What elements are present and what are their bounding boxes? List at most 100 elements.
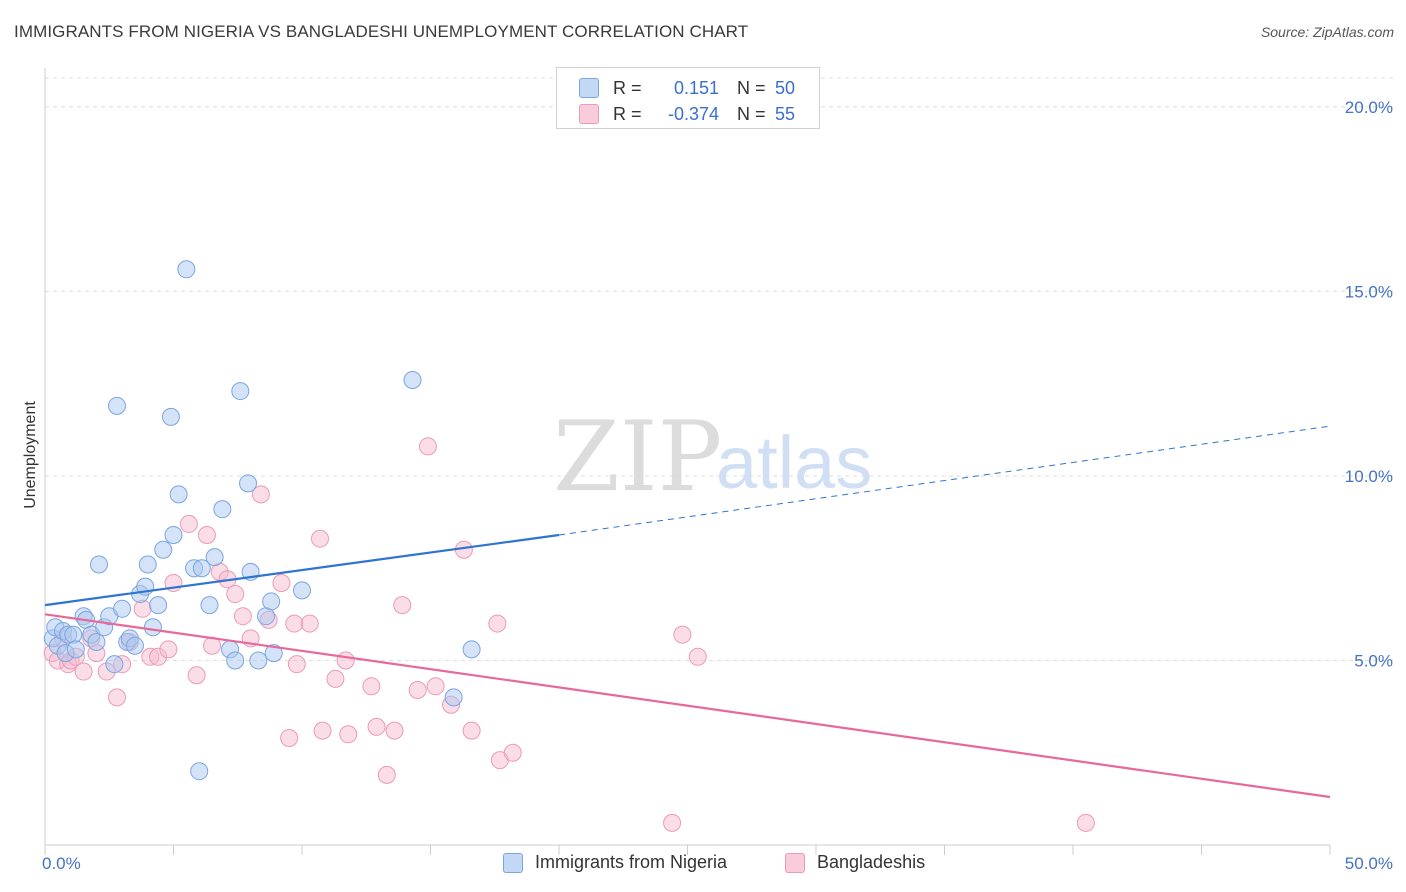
nigeria-point <box>149 596 168 615</box>
bangladeshis-point <box>426 677 445 696</box>
y-axis-label: Unemployment <box>22 401 39 509</box>
bangladeshis-point <box>393 596 412 615</box>
nigeria-point <box>192 559 211 578</box>
bangladeshis-point <box>197 526 216 544</box>
trend-lines <box>44 425 1331 799</box>
source-label: Source: ZipAtlas.com <box>1260 24 1394 40</box>
bangladeshis-point <box>74 662 93 681</box>
bangladeshis-point <box>187 666 206 685</box>
legend-row-bangladeshis: R = -0.374 N = 55 <box>579 102 795 126</box>
legend-label-nigeria: Immigrants from Nigeria <box>535 852 728 872</box>
bangladeshis-point <box>503 743 522 762</box>
bangladeshis-point <box>233 607 252 626</box>
nigeria-trend-line <box>44 533 560 607</box>
bangladeshis-point <box>310 529 329 548</box>
nigeria-point <box>231 382 250 401</box>
legend-item-nigeria: Immigrants from Nigeria <box>503 852 727 873</box>
nigeria-point <box>213 500 232 519</box>
y-tick-label: 5.0% <box>1354 651 1393 670</box>
nigeria-point <box>107 396 126 415</box>
bangladeshis-point <box>673 625 692 644</box>
bangladeshis-point <box>488 614 507 633</box>
nigeria-point <box>64 625 83 644</box>
nigeria-point <box>125 636 144 655</box>
bangladeshis-point <box>226 585 245 604</box>
legend-label-bangladeshis: Bangladeshis <box>817 852 926 872</box>
bangladeshis-point <box>107 688 126 707</box>
nigeria-point <box>200 596 219 615</box>
bangladeshis-point <box>418 437 437 456</box>
series-legend: Immigrants from Nigeria Bangladeshis <box>0 852 1406 878</box>
nigeria-point <box>462 640 481 659</box>
nigeria-points <box>43 260 481 781</box>
legend-n-value: 50 <box>775 77 796 98</box>
nigeria-point <box>143 618 162 637</box>
bangladeshis-point <box>362 677 381 696</box>
nigeria-point <box>89 555 108 574</box>
y-tick-label: 20.0% <box>1345 98 1393 117</box>
nigeria-point <box>169 485 188 504</box>
nigeria-point <box>154 540 173 559</box>
bangladeshis-point <box>377 765 396 784</box>
bangladeshis-point <box>285 614 304 633</box>
correlation-legend: R = 0.151 N = 50 R = -0.374 N = 55 <box>556 67 820 129</box>
nigeria-point <box>66 640 85 659</box>
bangladeshis-point <box>326 669 345 688</box>
bangladeshis-point <box>159 640 178 659</box>
nigeria-trend-extension <box>558 425 1331 536</box>
legend-swatch-blue <box>579 78 599 98</box>
x-tick-label: 50.0% <box>1345 854 1393 873</box>
nigeria-point <box>444 688 463 707</box>
nigeria-point <box>249 651 268 670</box>
bangladeshis-point <box>251 485 270 504</box>
y-tick-label: 10.0% <box>1345 467 1393 486</box>
legend-item-bangladeshis: Bangladeshis <box>785 852 925 873</box>
bangladeshis-point <box>272 573 291 592</box>
watermark: ZIP atlas <box>553 401 872 513</box>
bangladeshis-point <box>133 599 152 618</box>
legend-row-nigeria: R = 0.151 N = 50 <box>579 76 795 100</box>
nigeria-point <box>177 260 196 279</box>
axes <box>44 68 1331 855</box>
legend-swatch-pink <box>785 852 805 873</box>
watermark-atlas: atlas <box>716 421 872 504</box>
chart-title: IMMIGRANTS FROM NIGERIA VS BANGLADESHI U… <box>14 22 749 41</box>
legend-swatch-blue <box>503 852 523 873</box>
legend-r-label: R = <box>613 103 642 124</box>
nigeria-point <box>190 762 209 781</box>
bangladeshis-point <box>385 721 404 740</box>
legend-r-value: -0.374 <box>667 103 719 124</box>
bangladeshis-point <box>462 721 481 740</box>
nigeria-point <box>264 644 283 663</box>
nigeria-point <box>403 371 422 389</box>
bangladeshis-point <box>339 725 358 744</box>
legend-swatch-pink <box>579 104 599 124</box>
bangladeshis-point <box>287 655 306 674</box>
nigeria-point <box>87 633 106 652</box>
nigeria-point <box>138 555 157 574</box>
y-tick-labels: 5.0% 10.0% 15.0% 20.0% <box>1345 98 1393 671</box>
nigeria-point <box>113 599 132 618</box>
nigeria-point <box>226 651 245 670</box>
nigeria-point <box>239 474 258 493</box>
bangladeshis-trend-line <box>44 613 1331 799</box>
bangladeshis-point <box>313 721 332 740</box>
legend-n-value: 55 <box>775 103 796 124</box>
watermark-zip: ZIP <box>553 401 722 513</box>
bangladeshis-point <box>336 651 355 670</box>
bangladeshis-point <box>408 681 427 699</box>
bangladeshis-point <box>280 728 299 747</box>
x-tick-labels: 0.0% 50.0% <box>42 854 1393 873</box>
bangladeshis-point <box>688 647 707 666</box>
bangladeshis-points <box>43 437 1095 832</box>
nigeria-point <box>161 407 180 426</box>
bangladeshis-point <box>367 717 386 736</box>
legend-n-label: N = <box>737 77 766 98</box>
legend-n-label: N = <box>737 103 766 124</box>
nigeria-point <box>293 581 311 600</box>
bangladeshis-point <box>179 514 198 533</box>
bangladeshis-point <box>1076 813 1095 832</box>
x-tick-label: 0.0% <box>42 854 81 873</box>
nigeria-point <box>262 592 281 611</box>
